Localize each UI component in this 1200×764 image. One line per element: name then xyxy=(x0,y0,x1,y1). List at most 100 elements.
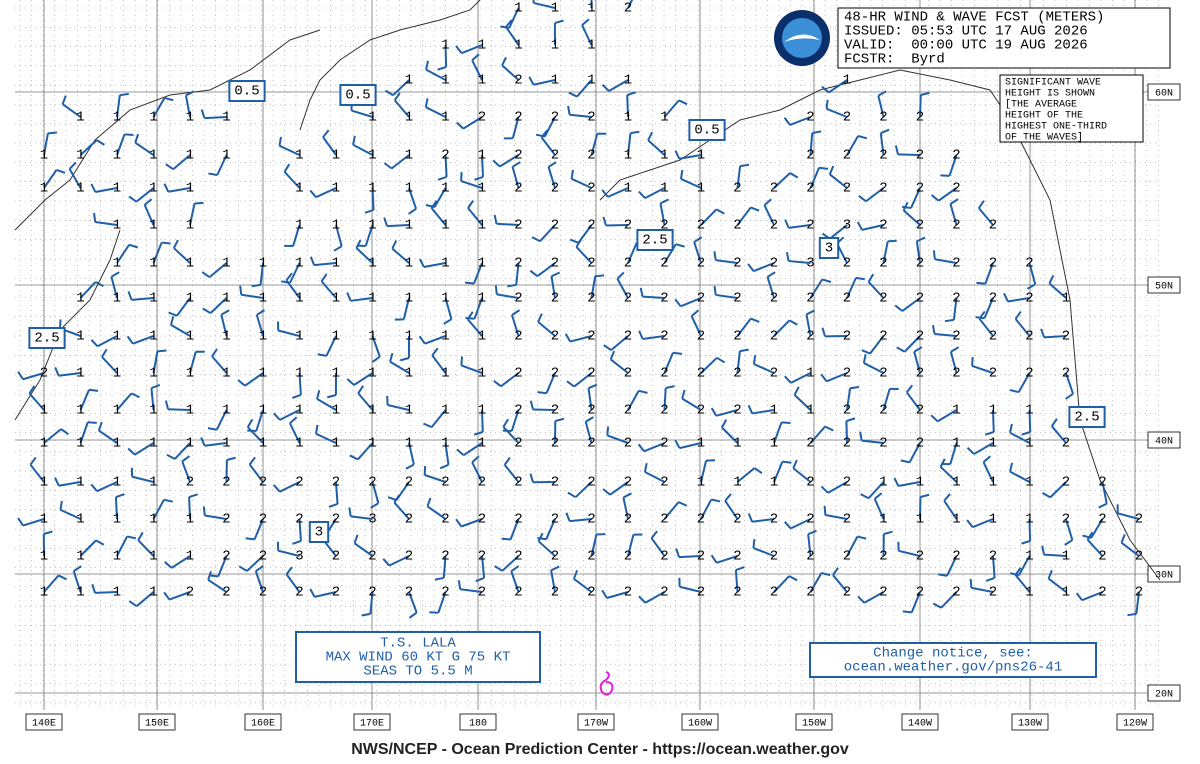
wind-barb-flag xyxy=(601,589,608,599)
wind-barb xyxy=(277,329,300,337)
wind-barb-flag xyxy=(588,383,598,390)
wind-barb-flag xyxy=(603,344,612,351)
wave-height: 2 xyxy=(1098,475,1106,491)
wind-barb xyxy=(442,555,447,579)
wind-barb xyxy=(511,314,520,337)
wave-height: 1 xyxy=(441,73,449,89)
wind-barb-flag xyxy=(752,539,756,549)
wind-barb-flag xyxy=(423,422,433,429)
wind-barb-flag xyxy=(17,371,24,380)
wind-barb xyxy=(1086,539,1104,557)
wind-barb-flag xyxy=(638,389,648,394)
wave-height: 2 xyxy=(879,218,887,234)
wind-barb-flag xyxy=(939,458,946,468)
wave-height: 2 xyxy=(843,291,851,307)
wind-barb xyxy=(607,434,629,444)
lat-label-box xyxy=(1147,83,1181,101)
wind-barb xyxy=(29,464,45,483)
wind-barb-flag xyxy=(792,459,798,469)
wind-barb xyxy=(500,372,520,388)
wave-height: 1 xyxy=(989,512,997,528)
wave-height: 1 xyxy=(40,512,48,528)
wind-barb-flag xyxy=(316,389,321,400)
wind-barb-flag xyxy=(317,353,327,357)
wind-barb xyxy=(79,539,97,557)
wind-barb xyxy=(590,534,598,557)
wind-barb-flag xyxy=(1127,612,1137,617)
wind-barb-flag xyxy=(930,414,939,423)
wave-height: 1 xyxy=(368,181,376,197)
wind-barb-flag xyxy=(665,385,675,390)
wind-barb-flag xyxy=(857,535,867,540)
highlight-box xyxy=(688,119,726,141)
wind-barb-flag xyxy=(572,570,579,580)
wind-barb xyxy=(573,372,593,388)
wind-barb xyxy=(408,442,415,465)
wind-barb-flag xyxy=(788,575,798,582)
wind-barb xyxy=(62,103,82,118)
wind-barb-flag xyxy=(137,531,144,541)
wind-barb xyxy=(539,224,556,242)
wave-height: 1 xyxy=(76,403,84,419)
wave-height: 2 xyxy=(1025,291,1033,307)
wind-barb xyxy=(289,262,301,284)
wave-height: 1 xyxy=(441,403,449,419)
wind-barb-flag xyxy=(101,348,108,358)
wave-height: 1 xyxy=(40,585,48,601)
wave-height: 2 xyxy=(843,256,851,272)
wind-barb xyxy=(355,247,374,264)
wave-height: 2 xyxy=(259,512,267,528)
wave-height: 1 xyxy=(222,403,230,419)
wind-barb-flag xyxy=(902,610,912,614)
wind-barb-flag xyxy=(473,431,484,436)
wind-barb xyxy=(508,7,520,29)
wind-barb xyxy=(471,59,483,81)
wind-barb xyxy=(58,372,81,377)
wind-barb xyxy=(173,247,191,264)
wind-barb-flag xyxy=(930,194,940,202)
wind-barb-flag xyxy=(95,281,104,288)
wind-barb xyxy=(101,356,118,374)
wind-barb-flag xyxy=(820,373,828,382)
wind-barb-flag xyxy=(626,91,637,96)
wind-barb-flag xyxy=(456,121,464,130)
wind-barb xyxy=(170,324,191,337)
wind-barb xyxy=(22,372,45,381)
wind-barb xyxy=(846,536,859,557)
wind-barb-flag xyxy=(163,591,171,601)
wind-barb xyxy=(184,95,191,118)
wind-barb xyxy=(314,262,337,267)
wave-height: 1 xyxy=(405,181,413,197)
wave-height: 2 xyxy=(186,585,194,601)
wind-barb-flag xyxy=(292,540,302,545)
wind-barb xyxy=(752,409,775,415)
wind-barb xyxy=(335,481,339,505)
wave-height: 2 xyxy=(478,512,486,528)
wind-barb xyxy=(753,547,775,557)
wind-barb-flag xyxy=(828,165,835,175)
wave-height: 2 xyxy=(587,549,595,565)
wave-height: 2 xyxy=(879,403,887,419)
wind-barb-flag xyxy=(128,195,137,203)
wind-barb xyxy=(150,388,155,411)
wave-height: 2 xyxy=(733,181,741,197)
wind-barb-flag xyxy=(874,492,883,500)
wind-barb-flag xyxy=(679,169,684,180)
wind-barb-flag xyxy=(134,133,140,144)
wind-barb xyxy=(357,442,374,461)
wind-barb xyxy=(97,335,118,348)
wind-barb xyxy=(763,204,775,226)
wind-barb xyxy=(679,585,702,593)
wind-barb xyxy=(408,591,418,613)
wind-barb xyxy=(425,106,446,118)
wave-height: 1 xyxy=(952,512,960,528)
wind-barb-flag xyxy=(349,454,359,461)
wind-barb-flag xyxy=(894,145,899,155)
wind-barb-flag xyxy=(855,276,865,281)
highlighted-heights: 0.5 0.50.52.52.52.533 xyxy=(28,80,1106,543)
wave-height: 2 xyxy=(368,549,376,565)
wind-barb xyxy=(584,421,593,444)
wind-barb-flag xyxy=(857,135,868,140)
wave-height: 1 xyxy=(186,403,194,419)
wave-height: 1 xyxy=(259,366,267,382)
